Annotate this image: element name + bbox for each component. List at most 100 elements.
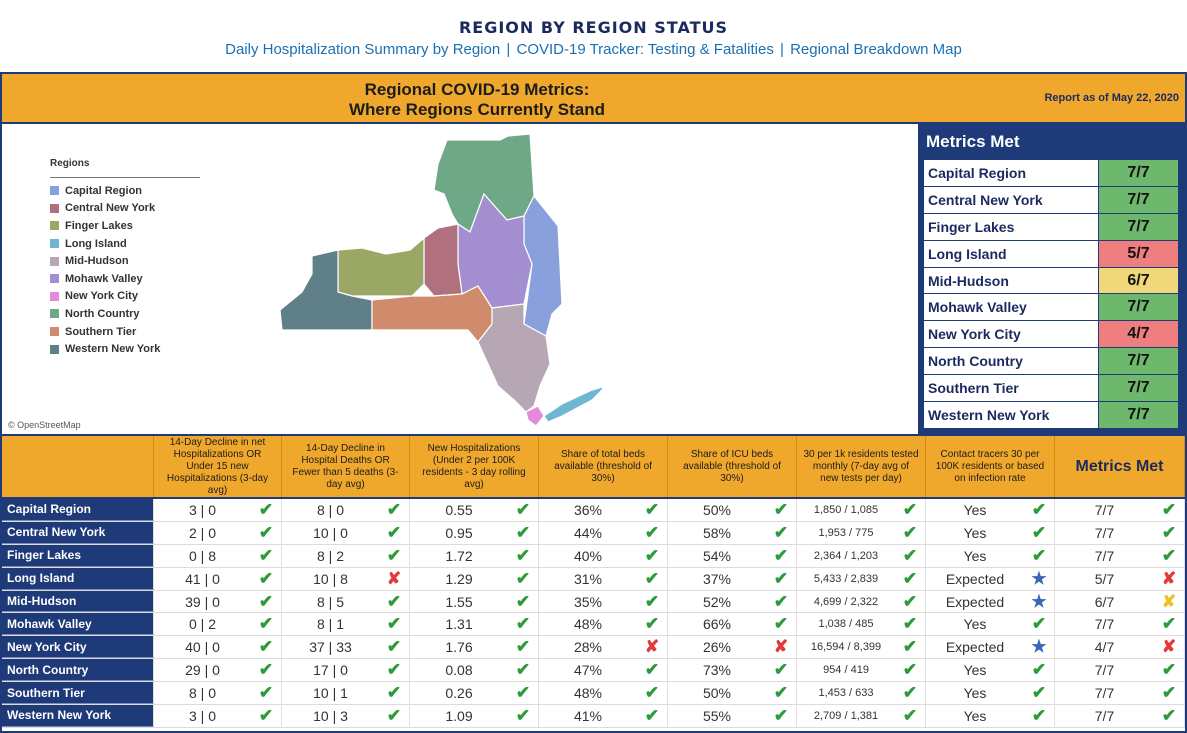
- metrics-table-body: Capital Region 3 | 0 ✔ 8 | 0 ✔ 0.55 ✔ 36% ✔ 50% ✔ 1…: [2, 499, 1185, 728]
- legend-item-mohawk-valley[interactable]: Mohawk Valley: [50, 270, 200, 288]
- map-region-mid-hudson[interactable]: [477, 303, 551, 413]
- metrics-met-score: 7/7: [1098, 348, 1178, 376]
- table-cell: 37 | 33 ✔: [282, 636, 410, 659]
- check-icon: ✔: [386, 637, 402, 657]
- legend-item-finger-lakes[interactable]: Finger Lakes: [50, 217, 200, 235]
- map-region-central-new-york[interactable]: [423, 223, 463, 297]
- metrics-met-row-north-country[interactable]: North Country 7/7: [924, 348, 1182, 376]
- table-cell: 1.76 ✔: [410, 636, 539, 659]
- map-region-new-york-city[interactable]: [525, 405, 545, 427]
- link-separator: |: [780, 41, 784, 58]
- metrics-met-region: Central New York: [924, 186, 1098, 214]
- table-cell: 2,709 / 1,381 ✔: [797, 705, 926, 727]
- metrics-met-row-western-new-york[interactable]: Western New York 7/7: [924, 402, 1182, 429]
- check-icon: ✔: [258, 705, 274, 725]
- check-icon: ✔: [902, 705, 918, 725]
- legend-item-capital-region[interactable]: Capital Region: [50, 182, 200, 200]
- cell-value: 39 | 0: [185, 593, 220, 610]
- cell-value: 50%: [702, 685, 732, 702]
- legend-item-north-country[interactable]: North Country: [50, 305, 200, 323]
- metrics-met-score: 7/7: [1098, 186, 1178, 214]
- column-header-3: New Hospitalizations (Under 2 per 100K r…: [410, 436, 539, 497]
- map-region-finger-lakes[interactable]: [337, 236, 425, 297]
- check-icon: ✔: [1031, 522, 1047, 542]
- table-cell: 7/7 ✔: [1055, 544, 1185, 567]
- map-region-long-island[interactable]: [543, 386, 602, 423]
- check-icon: ✔: [644, 683, 660, 703]
- check-icon: ✔: [902, 660, 918, 680]
- metrics-met-region: Finger Lakes: [924, 213, 1098, 241]
- link-hospitalization-summary[interactable]: Daily Hospitalization Summary by Region: [225, 41, 501, 58]
- cell-value: 7/7: [1094, 524, 1115, 541]
- cell-value: Yes: [963, 616, 987, 633]
- check-icon: ✔: [258, 660, 274, 680]
- table-cell: 7/7 ✔: [1055, 659, 1185, 682]
- table-cell: Yes ✔: [926, 682, 1055, 705]
- table-row-region: Finger Lakes: [2, 544, 154, 567]
- cell-value: Expected: [945, 593, 1005, 610]
- cell-value: 1.29: [445, 570, 473, 587]
- table-cell: 40 | 0 ✔: [154, 636, 282, 659]
- table-cell: 5/7 ✘: [1055, 567, 1185, 590]
- link-regional-map[interactable]: Regional Breakdown Map: [790, 41, 962, 58]
- metrics-met-row-mid-hudson[interactable]: Mid-Hudson 6/7: [924, 267, 1182, 295]
- cell-value: Expected: [945, 570, 1005, 587]
- metrics-met-row-southern-tier[interactable]: Southern Tier 7/7: [924, 375, 1182, 403]
- cell-value: 10 | 8: [313, 570, 348, 587]
- table-cell: 50% ✔: [668, 682, 797, 705]
- legend-item-western-new-york[interactable]: Western New York: [50, 340, 200, 358]
- legend-item-central-new-york[interactable]: Central New York: [50, 200, 200, 218]
- metrics-met-row-central-new-york[interactable]: Central New York 7/7: [924, 186, 1182, 214]
- legend-item-mid-hudson[interactable]: Mid-Hudson: [50, 252, 200, 270]
- table-row-region: Mid-Hudson: [2, 590, 154, 613]
- cell-value: 40%: [573, 547, 603, 564]
- cell-value: 73%: [702, 662, 732, 679]
- cell-value: Yes: [963, 524, 987, 541]
- check-icon: ✔: [386, 499, 402, 519]
- legend-item-new-york-city[interactable]: New York City: [50, 288, 200, 306]
- check-icon: ✔: [773, 591, 789, 611]
- metrics-met-row-new-york-city[interactable]: New York City 4/7: [924, 321, 1182, 349]
- table-cell: 10 | 1 ✔: [282, 682, 410, 705]
- table-cell: 1,953 / 775 ✔: [797, 521, 926, 544]
- metrics-met-row-capital-region[interactable]: Capital Region 7/7: [924, 160, 1182, 187]
- table-cell: 48% ✔: [539, 682, 668, 705]
- table-cell: Yes ✔: [926, 544, 1055, 567]
- cell-value: 16,594 / 8,399: [810, 641, 882, 654]
- metrics-met-score: 6/7: [1098, 267, 1178, 295]
- table-cell: 1,453 / 633 ✔: [797, 682, 926, 705]
- check-icon: ✔: [644, 614, 660, 634]
- metrics-met-score: 7/7: [1098, 402, 1178, 429]
- cell-value: 1.09: [445, 707, 473, 724]
- table-row-region: North Country: [2, 659, 154, 682]
- legend-item-southern-tier[interactable]: Southern Tier: [50, 323, 200, 341]
- check-icon: ✔: [902, 683, 918, 703]
- dashboard: Regional COVID-19 Metrics: Where Regions…: [0, 72, 1187, 733]
- table-cell: 8 | 5 ✔: [282, 590, 410, 613]
- check-icon: ✔: [1031, 545, 1047, 565]
- table-cell: 8 | 1 ✔: [282, 613, 410, 636]
- check-icon: ✔: [1031, 683, 1047, 703]
- table-cell: 8 | 0 ✔: [154, 682, 282, 705]
- banner-title: Regional COVID-19 Metrics: Where Regions…: [2, 80, 952, 120]
- legend-item-long-island[interactable]: Long Island: [50, 235, 200, 253]
- check-icon: ✔: [773, 705, 789, 725]
- table-cell: 1.31 ✔: [410, 613, 539, 636]
- metrics-met-row-finger-lakes[interactable]: Finger Lakes 7/7: [924, 213, 1182, 241]
- cell-value: 8 | 0: [189, 685, 216, 702]
- new-york-state-map[interactable]: [262, 124, 602, 434]
- metrics-met-score: 5/7: [1098, 240, 1178, 268]
- star-icon: ★: [1031, 637, 1047, 657]
- table-row-region: Western New York: [2, 705, 154, 727]
- metrics-met-row-mohawk-valley[interactable]: Mohawk Valley 7/7: [924, 294, 1182, 322]
- legend-label: Western New York: [65, 343, 161, 356]
- check-icon: ✔: [386, 591, 402, 611]
- check-icon: ✔: [773, 568, 789, 588]
- table-cell: 1,850 / 1,085 ✔: [797, 499, 926, 521]
- metrics-met-row-long-island[interactable]: Long Island 5/7: [924, 240, 1182, 268]
- table-cell: 7/7 ✔: [1055, 682, 1185, 705]
- table-cell: 1.72 ✔: [410, 544, 539, 567]
- banner-title-line-2: Where Regions Currently Stand: [349, 100, 605, 119]
- check-icon: ✔: [902, 614, 918, 634]
- link-covid-tracker[interactable]: COVID-19 Tracker: Testing & Fatalities: [516, 41, 774, 58]
